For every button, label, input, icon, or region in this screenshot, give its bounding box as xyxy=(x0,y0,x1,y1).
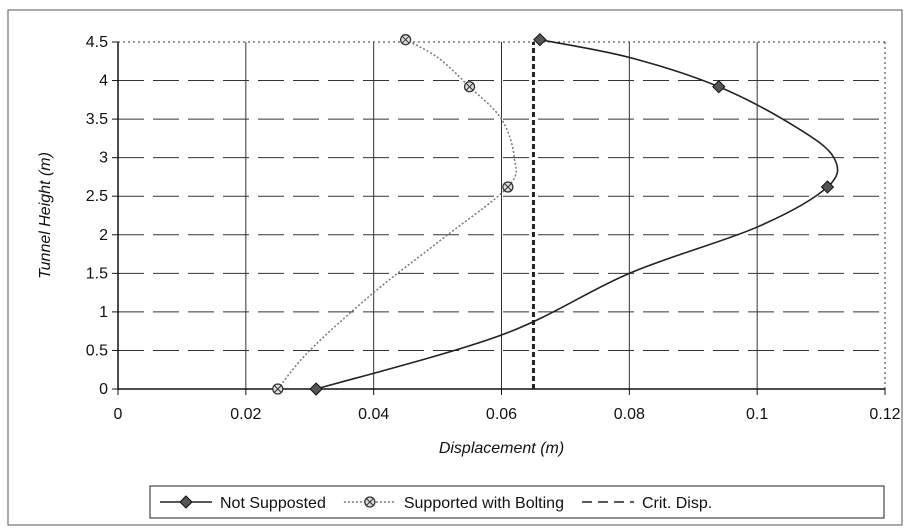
legend-item-0: Not Supposted xyxy=(160,495,326,512)
data-point-diamond xyxy=(820,180,835,194)
legend-box xyxy=(149,485,885,519)
y-tick-label: 2 xyxy=(99,227,108,244)
axes: 0 0.5 1 1.5 2 2.5 3 3.5 4 4.5 0 0.02 0.04 0.06 0.08 0.1… xyxy=(86,34,901,423)
data-point-cross xyxy=(465,82,474,91)
x-tick-label: 0 xyxy=(114,406,123,423)
data-point-cross xyxy=(273,385,282,393)
y-axis-title: Tunnel Height (m) xyxy=(37,152,54,279)
y-tick-label: 1.5 xyxy=(86,265,108,282)
y-tick-label: 3 xyxy=(99,150,108,167)
x-tick-label: 0.1 xyxy=(746,406,768,423)
legend-label: Not Supposted xyxy=(220,495,326,512)
data-point-diamond xyxy=(309,382,323,396)
series-line xyxy=(277,39,518,390)
y-tick-label: 1 xyxy=(99,304,108,321)
data-point-cross xyxy=(401,35,410,44)
data-point-cross xyxy=(504,183,512,191)
legend: Not Supposted Supported with Bolting Crit.… xyxy=(149,485,885,519)
data-point-diamond xyxy=(179,495,193,509)
x-tick-label: 0.08 xyxy=(614,406,645,423)
y-tick-label: 4.5 xyxy=(86,34,108,51)
series-1 xyxy=(272,34,518,395)
y-tick-label: 0.5 xyxy=(86,342,108,359)
y-tick-label: 4 xyxy=(99,73,108,90)
grid xyxy=(118,41,886,389)
legend-label: Supported with Bolting xyxy=(404,495,564,512)
legend-label: Crit. Disp. xyxy=(642,495,712,512)
x-tick-label: 0.12 xyxy=(869,406,900,423)
x-tick-label: 0.04 xyxy=(358,406,389,423)
series-layer xyxy=(272,32,839,396)
y-tick-label: 3.5 xyxy=(86,111,108,128)
legend-item-1: Supported with Bolting xyxy=(343,495,564,512)
legend-item-2: Crit. Disp. xyxy=(581,495,712,512)
x-tick-label: 0.06 xyxy=(486,406,517,423)
x-tick-label: 0.02 xyxy=(230,406,261,423)
y-tick-label: 2.5 xyxy=(86,188,108,205)
data-point-diamond xyxy=(712,80,726,94)
x-axis-title: Displacement (m) xyxy=(439,440,564,457)
data-point-diamond xyxy=(533,32,547,47)
y-tick-label: 0 xyxy=(99,381,108,398)
data-point-cross xyxy=(366,498,374,506)
series-0 xyxy=(309,32,839,396)
